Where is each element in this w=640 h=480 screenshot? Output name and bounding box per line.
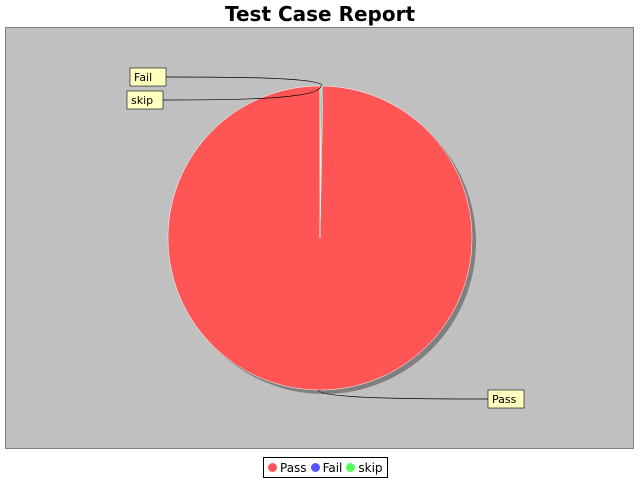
legend-item-skip: skip bbox=[346, 460, 383, 475]
legend-label-fail: Fail bbox=[322, 460, 343, 475]
legend-swatch-pass bbox=[268, 463, 277, 472]
label-link-skip bbox=[162, 85, 322, 101]
legend-label-pass: Pass bbox=[280, 460, 307, 475]
pie-label-fail: Fail bbox=[134, 71, 152, 84]
label-box-skip bbox=[126, 90, 164, 110]
chart-title: Test Case Report bbox=[224, 2, 416, 26]
label-link-fail bbox=[165, 76, 323, 87]
legend-item-pass: Pass bbox=[268, 461, 307, 475]
label-box-fail bbox=[129, 67, 167, 87]
legend-label-skip: skip bbox=[358, 460, 383, 475]
legend: Pass Fail skip bbox=[263, 457, 388, 478]
legend-swatch-fail bbox=[310, 463, 320, 472]
label-link-pass bbox=[318, 389, 489, 400]
legend-swatch-skip bbox=[346, 463, 356, 472]
pie-label-pass: Pass bbox=[492, 393, 517, 406]
legend-item-fail: Fail bbox=[310, 460, 343, 475]
pie-label-skip: skip bbox=[131, 94, 153, 107]
label-box-pass bbox=[487, 389, 525, 409]
